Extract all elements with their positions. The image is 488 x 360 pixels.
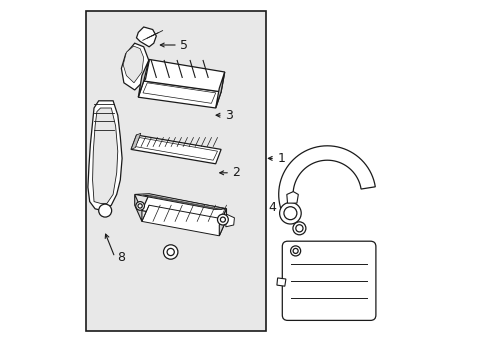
Text: 8: 8 <box>117 251 125 264</box>
Polygon shape <box>142 83 215 103</box>
Bar <box>86 11 265 331</box>
Circle shape <box>292 248 298 253</box>
Circle shape <box>284 207 296 220</box>
Polygon shape <box>134 194 142 221</box>
Polygon shape <box>278 146 374 216</box>
Polygon shape <box>88 101 122 211</box>
Circle shape <box>163 245 178 259</box>
FancyBboxPatch shape <box>282 241 375 320</box>
Circle shape <box>136 202 144 210</box>
Polygon shape <box>143 59 224 92</box>
Polygon shape <box>131 133 141 149</box>
Text: 2: 2 <box>232 166 240 179</box>
Text: 1: 1 <box>277 152 285 165</box>
Circle shape <box>217 214 228 225</box>
Circle shape <box>138 204 142 208</box>
Circle shape <box>292 222 305 235</box>
Polygon shape <box>92 108 118 203</box>
Polygon shape <box>121 43 149 90</box>
Polygon shape <box>225 214 234 227</box>
Polygon shape <box>276 278 285 286</box>
Polygon shape <box>219 209 226 236</box>
Polygon shape <box>131 135 221 164</box>
Polygon shape <box>142 194 226 225</box>
Circle shape <box>279 202 301 224</box>
Polygon shape <box>142 205 226 236</box>
Text: 7: 7 <box>281 267 289 280</box>
Polygon shape <box>135 138 217 160</box>
Polygon shape <box>134 194 226 210</box>
Polygon shape <box>286 192 298 203</box>
Text: 3: 3 <box>225 109 233 122</box>
Polygon shape <box>215 72 224 108</box>
Polygon shape <box>142 195 222 210</box>
Circle shape <box>167 248 174 256</box>
Polygon shape <box>136 27 156 47</box>
Polygon shape <box>138 81 221 108</box>
Polygon shape <box>138 59 149 97</box>
Circle shape <box>295 225 303 232</box>
Circle shape <box>220 217 225 222</box>
Text: 6: 6 <box>148 60 156 73</box>
Polygon shape <box>123 46 143 83</box>
Circle shape <box>99 204 111 217</box>
Circle shape <box>290 246 300 256</box>
Text: 5: 5 <box>180 39 188 51</box>
Text: 4: 4 <box>268 201 276 213</box>
